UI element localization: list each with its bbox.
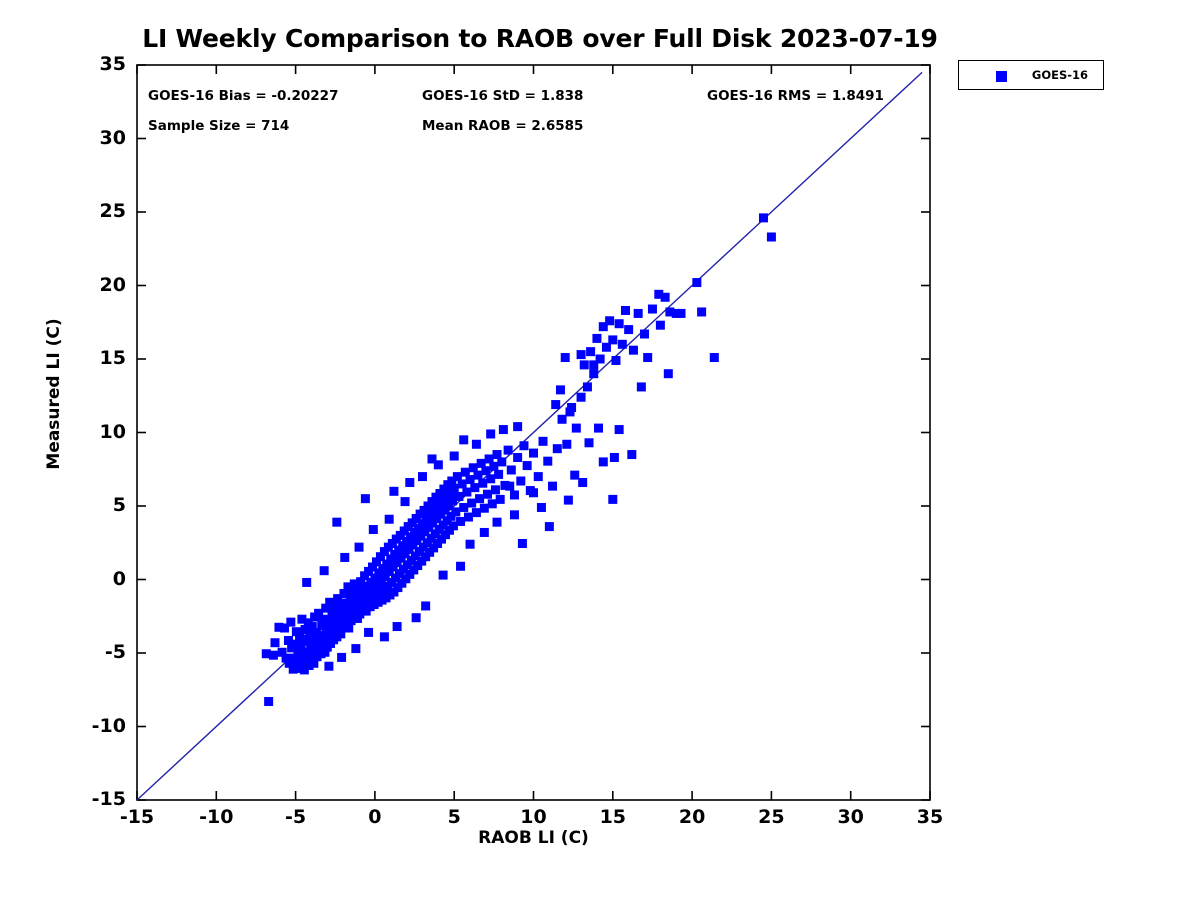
y-tick-label: 15 <box>99 347 126 369</box>
x-tick-label: -15 <box>119 806 155 828</box>
x-tick-label: 30 <box>837 806 864 828</box>
stat-mean-raob: Mean RAOB = 2.6585 <box>422 118 584 134</box>
y-tick-label: -10 <box>91 714 126 737</box>
y-tick-label: 20 <box>99 273 126 296</box>
y-axis-title: Measured LI (C) <box>44 318 64 470</box>
legend-swatch-goes16 <box>996 71 1007 82</box>
x-tick-label: -5 <box>285 806 307 828</box>
x-tick-label: 15 <box>599 806 627 828</box>
x-tick-label: 20 <box>678 806 706 828</box>
x-tick-label: 0 <box>368 806 382 828</box>
x-axis-title: RAOB LI (C) <box>478 828 589 848</box>
stat-rms: GOES-16 RMS = 1.8491 <box>707 88 884 104</box>
x-tick-label: 10 <box>520 806 547 828</box>
legend-label-goes16: GOES-16 <box>1031 68 1089 82</box>
axis-ticks <box>136 64 931 801</box>
y-tick-label: 25 <box>99 200 126 222</box>
stat-bias: GOES-16 Bias = -0.20227 <box>148 88 339 104</box>
stat-std: GOES-16 StD = 1.838 <box>422 88 584 104</box>
one-to-one-reference-line <box>136 71 923 801</box>
y-tick-label: 10 <box>99 420 126 443</box>
legend: GOES-16 <box>958 60 1104 90</box>
y-tick-label: 5 <box>112 494 126 516</box>
x-tick-label: 35 <box>916 806 944 828</box>
chart-title: LI Weekly Comparison to RAOB over Full D… <box>142 24 938 53</box>
data-points-goes16 <box>261 213 776 707</box>
y-tick-label: -5 <box>104 641 126 663</box>
y-tick-label: 30 <box>99 126 126 149</box>
stat-sample-size: Sample Size = 714 <box>148 118 290 134</box>
x-tick-label: -10 <box>199 806 234 828</box>
x-tick-label: 5 <box>447 806 461 828</box>
y-tick-label: 0 <box>112 567 126 590</box>
y-tick-label: 35 <box>99 53 126 75</box>
y-tick-label: -15 <box>91 788 126 810</box>
x-tick-label: 25 <box>758 806 785 828</box>
